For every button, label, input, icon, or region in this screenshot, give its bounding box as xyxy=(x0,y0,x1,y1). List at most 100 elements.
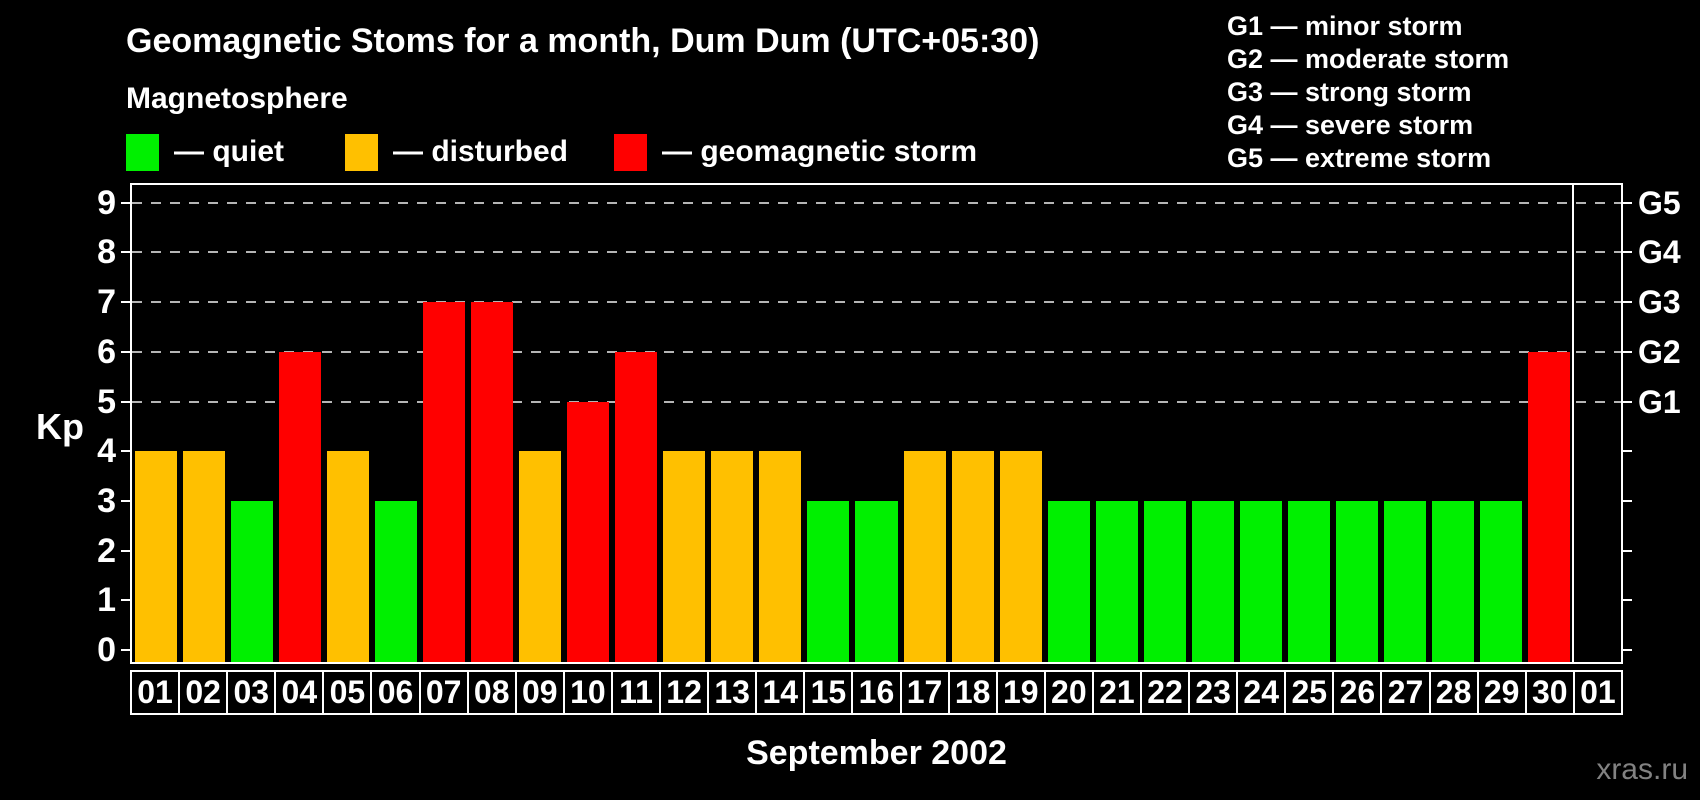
bar-day-20 xyxy=(1047,500,1090,662)
bar-day-30 xyxy=(1527,351,1570,662)
right-axis-tick-2 xyxy=(1623,549,1632,552)
right-axis-label-g1: G1 xyxy=(1638,383,1681,420)
bar-day-25 xyxy=(1287,500,1330,662)
day-label-cell-02: 02 xyxy=(178,670,229,715)
storm-color-swatch xyxy=(614,133,647,171)
day-label-cell-14: 14 xyxy=(755,670,806,715)
bar-day-12 xyxy=(663,451,706,662)
y-axis-tick-label-1: 1 xyxy=(97,581,116,620)
day-label-cell-15: 15 xyxy=(803,670,854,715)
gridline-kp-6 xyxy=(132,350,1621,353)
day-label-cell-24: 24 xyxy=(1236,670,1287,715)
right-axis-tick-7 xyxy=(1623,301,1632,304)
bar-day-28 xyxy=(1431,500,1474,662)
bar-day-23 xyxy=(1191,500,1234,662)
bar-day-14 xyxy=(759,451,802,662)
y-axis-tick-1 xyxy=(121,599,130,602)
day-label-cell-07: 07 xyxy=(418,670,469,715)
y-axis-tick-3 xyxy=(121,499,130,502)
g-scale-legend: G1 — minor storm G2 — moderate storm G3 … xyxy=(1227,10,1509,175)
disturbed-color-swatch xyxy=(345,133,378,171)
day-label-cell-06: 06 xyxy=(370,670,421,715)
legend-heading: Magnetosphere xyxy=(126,82,348,115)
chart-title: Geomagnetic Stoms for a month, Dum Dum (… xyxy=(126,22,1040,60)
day-label-cell-27: 27 xyxy=(1380,670,1431,715)
g2-legend-line: G2 — moderate storm xyxy=(1227,44,1510,74)
x-axis-day-row: 01 02 03 04 05 06 07 08 09 10 11 12 13 14 15 16 17 18 19 20… xyxy=(130,670,1623,715)
y-axis-title: Kp xyxy=(36,406,84,447)
right-axis-label-g4: G4 xyxy=(1638,234,1681,271)
right-axis-label-g2: G2 xyxy=(1638,333,1681,370)
day-label-cell-28: 28 xyxy=(1428,670,1479,715)
day-label-cell-09: 09 xyxy=(514,670,565,715)
y-axis-tick-7 xyxy=(121,301,130,304)
bar-day-04 xyxy=(279,351,322,662)
day-label-cell-18: 18 xyxy=(947,670,998,715)
bar-day-09 xyxy=(519,451,562,662)
legend-item-quiet: — quiet xyxy=(126,133,284,171)
y-axis-tick-label-3: 3 xyxy=(97,481,116,520)
y-axis-tick-label-2: 2 xyxy=(97,531,116,570)
day-label-cell-next-01: 01 xyxy=(1572,670,1623,715)
bar-day-10 xyxy=(567,401,610,662)
y-axis-tick-label-4: 4 xyxy=(97,432,116,471)
day-label-cell-12: 12 xyxy=(659,670,710,715)
bar-day-11 xyxy=(615,351,658,662)
right-axis-label-g3: G3 xyxy=(1638,284,1681,321)
bar-day-26 xyxy=(1335,500,1378,662)
quiet-color-swatch xyxy=(126,133,159,171)
day-label-cell-30: 30 xyxy=(1524,670,1575,715)
bar-day-06 xyxy=(375,500,418,662)
legend-label-quiet: — quiet xyxy=(174,135,284,168)
legend-item-disturbed: — disturbed xyxy=(345,133,568,171)
bar-day-02 xyxy=(183,451,226,662)
right-axis-label-g5: G5 xyxy=(1638,184,1681,221)
bar-day-18 xyxy=(951,451,994,662)
day-label-cell-22: 22 xyxy=(1139,670,1191,715)
right-axis-tick-0 xyxy=(1623,649,1632,651)
x-axis-title: September 2002 xyxy=(746,734,1007,772)
bar-day-03 xyxy=(231,500,274,662)
y-axis-tick-4 xyxy=(121,450,130,453)
day-label-cell-23: 23 xyxy=(1188,670,1239,715)
y-axis-tick-0 xyxy=(121,649,130,651)
bar-day-16 xyxy=(855,500,898,662)
day-label-cell-03: 03 xyxy=(226,670,277,715)
y-axis-tick-8 xyxy=(121,251,130,254)
plot-area: 0 1 2 3 4 5 6 7 8 9 G1 G2 G3 G4 G5 xyxy=(97,183,1681,669)
y-axis-tick-label-5: 5 xyxy=(97,382,116,421)
y-axis-tick-6 xyxy=(121,350,130,353)
y-axis-tick-2 xyxy=(121,549,130,552)
right-axis-tick-1 xyxy=(1623,599,1632,602)
bar-day-08 xyxy=(471,302,514,662)
y-axis-tick-label-0: 0 xyxy=(97,631,116,669)
right-axis-tick-9 xyxy=(1623,201,1632,204)
day-label-cell-11: 11 xyxy=(610,670,662,715)
y-axis-tick-label-8: 8 xyxy=(97,233,116,272)
g3-legend-line: G3 — strong storm xyxy=(1227,77,1472,107)
day-label-cell-01: 01 xyxy=(130,670,181,715)
bar-day-13 xyxy=(711,451,754,662)
bar-day-21 xyxy=(1095,500,1138,662)
bar-day-05 xyxy=(327,451,370,662)
gridline-kp-5 xyxy=(132,400,1621,403)
bar-day-17 xyxy=(903,451,946,662)
gridline-kp-7 xyxy=(132,301,1621,304)
bar-day-01 xyxy=(135,451,178,662)
bar-day-07 xyxy=(423,302,466,662)
g1-legend-line: G1 — minor storm xyxy=(1227,11,1463,41)
bar-day-29 xyxy=(1479,500,1522,662)
day-label-cell-16: 16 xyxy=(851,670,902,715)
g5-legend-line: G5 — extreme storm xyxy=(1227,143,1492,173)
right-axis-tick-8 xyxy=(1623,251,1632,254)
day-label-cell-21: 21 xyxy=(1091,670,1142,715)
right-axis-tick-6 xyxy=(1623,350,1632,353)
day-label-cell-20: 20 xyxy=(1043,670,1094,715)
day-label-cell-26: 26 xyxy=(1332,670,1383,715)
gridline-kp-9 xyxy=(132,201,1621,204)
day-label-cell-29: 29 xyxy=(1476,670,1527,715)
legend-label-storm: — geomagnetic storm xyxy=(662,135,978,168)
bar-day-24 xyxy=(1239,500,1282,662)
y-axis-tick-5 xyxy=(121,400,130,403)
